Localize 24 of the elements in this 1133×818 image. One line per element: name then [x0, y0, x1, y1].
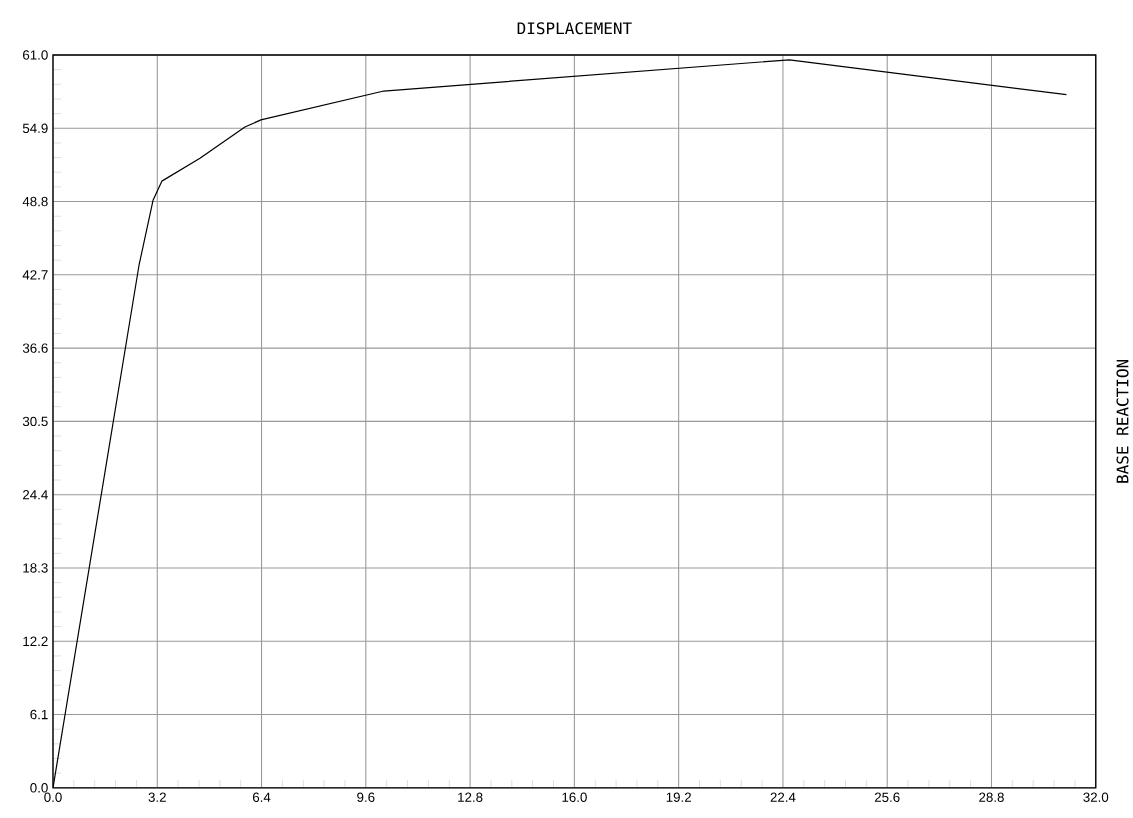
x-tick-label: 28.8 — [979, 792, 1004, 803]
y-tick-label: 42.7 — [22, 270, 48, 280]
x-tick-label: 32.0 — [1083, 792, 1109, 803]
y-tick-label: 54.9 — [22, 123, 48, 134]
x-tick-label: 22.4 — [770, 792, 796, 802]
y-tick-label: 36.6 — [22, 343, 48, 353]
x-tick-label: 25.6 — [874, 792, 900, 803]
x-tick-label: 19.2 — [666, 792, 691, 803]
x-tick-label: 12.8 — [458, 792, 483, 803]
x-tick-label: 9.6 — [357, 792, 375, 803]
x-axis-title: DISPLACEMENT — [517, 22, 632, 35]
x-tick-label: 0.0 — [44, 792, 62, 803]
x-tick-label: 3.2 — [148, 792, 166, 803]
y-tick-label: 6.1 — [30, 709, 48, 720]
y-tick-label: 61.0 — [23, 50, 48, 60]
y-tick-label: 24.4 — [23, 490, 48, 500]
y-tick-label: 48.8 — [22, 196, 48, 207]
y-tick-label: 30.5 — [22, 416, 48, 427]
y-axis-title: BASE REACTION — [1116, 359, 1129, 483]
y-tick-label: 0.0 — [30, 783, 48, 793]
x-tick-label: 6.4 — [252, 792, 271, 803]
y-tick-label: 12.2 — [23, 636, 48, 646]
x-tick-label: 16.0 — [562, 792, 587, 803]
y-tick-label: 18.3 — [23, 563, 48, 573]
